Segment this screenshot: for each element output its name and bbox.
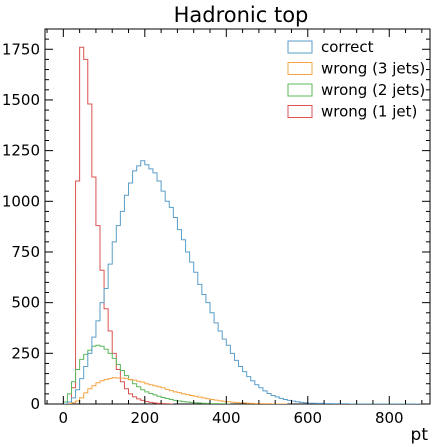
y-tick-label: 1250 [2,142,40,160]
legend-swatch [287,40,313,54]
x-axis-label: pt [411,425,429,445]
legend-label: wrong (3 jets) [321,60,425,78]
y-axis: 0 250 500 750 1000 1250 1500 1750 [2,38,430,413]
y-tick-label: 500 [11,294,40,312]
histogram-step-line [63,377,288,404]
legend-swatch [287,83,313,97]
y-tick-label: 1750 [2,40,40,58]
y-tick-label: 1000 [2,192,40,210]
x-tick-label: 600 [293,409,322,427]
legend-swatch [287,62,313,75]
x-tick-label: 200 [130,409,159,427]
legend-label: correct [321,38,374,56]
legend: correct wrong (3 jets) wrong (2 jets) wrong… [287,38,425,121]
y-tick-label: 750 [11,243,40,261]
x-tick-label: 0 [59,409,69,427]
y-tick-label: 250 [11,344,40,362]
legend-label: wrong (2 jets) [321,81,425,99]
series-correct [63,160,430,404]
x-tick-label: 800 [375,409,404,427]
legend-label: wrong (1 jet) [321,103,417,121]
series-wrong-2-jets [62,344,231,404]
series-wrong-3-jets [63,377,288,404]
y-tick-label: 1500 [2,91,40,109]
histogram-step-line [62,344,231,404]
x-axis: 0 200 400 600 800 [46,29,423,427]
plot-frame [44,28,431,405]
legend-swatch [287,105,313,118]
plot-area [44,28,431,405]
x-tick-label: 400 [212,409,241,427]
y-tick-label: 0 [30,395,40,413]
chart-title: Hadronic top [174,3,309,27]
histogram-step-line [63,160,430,404]
